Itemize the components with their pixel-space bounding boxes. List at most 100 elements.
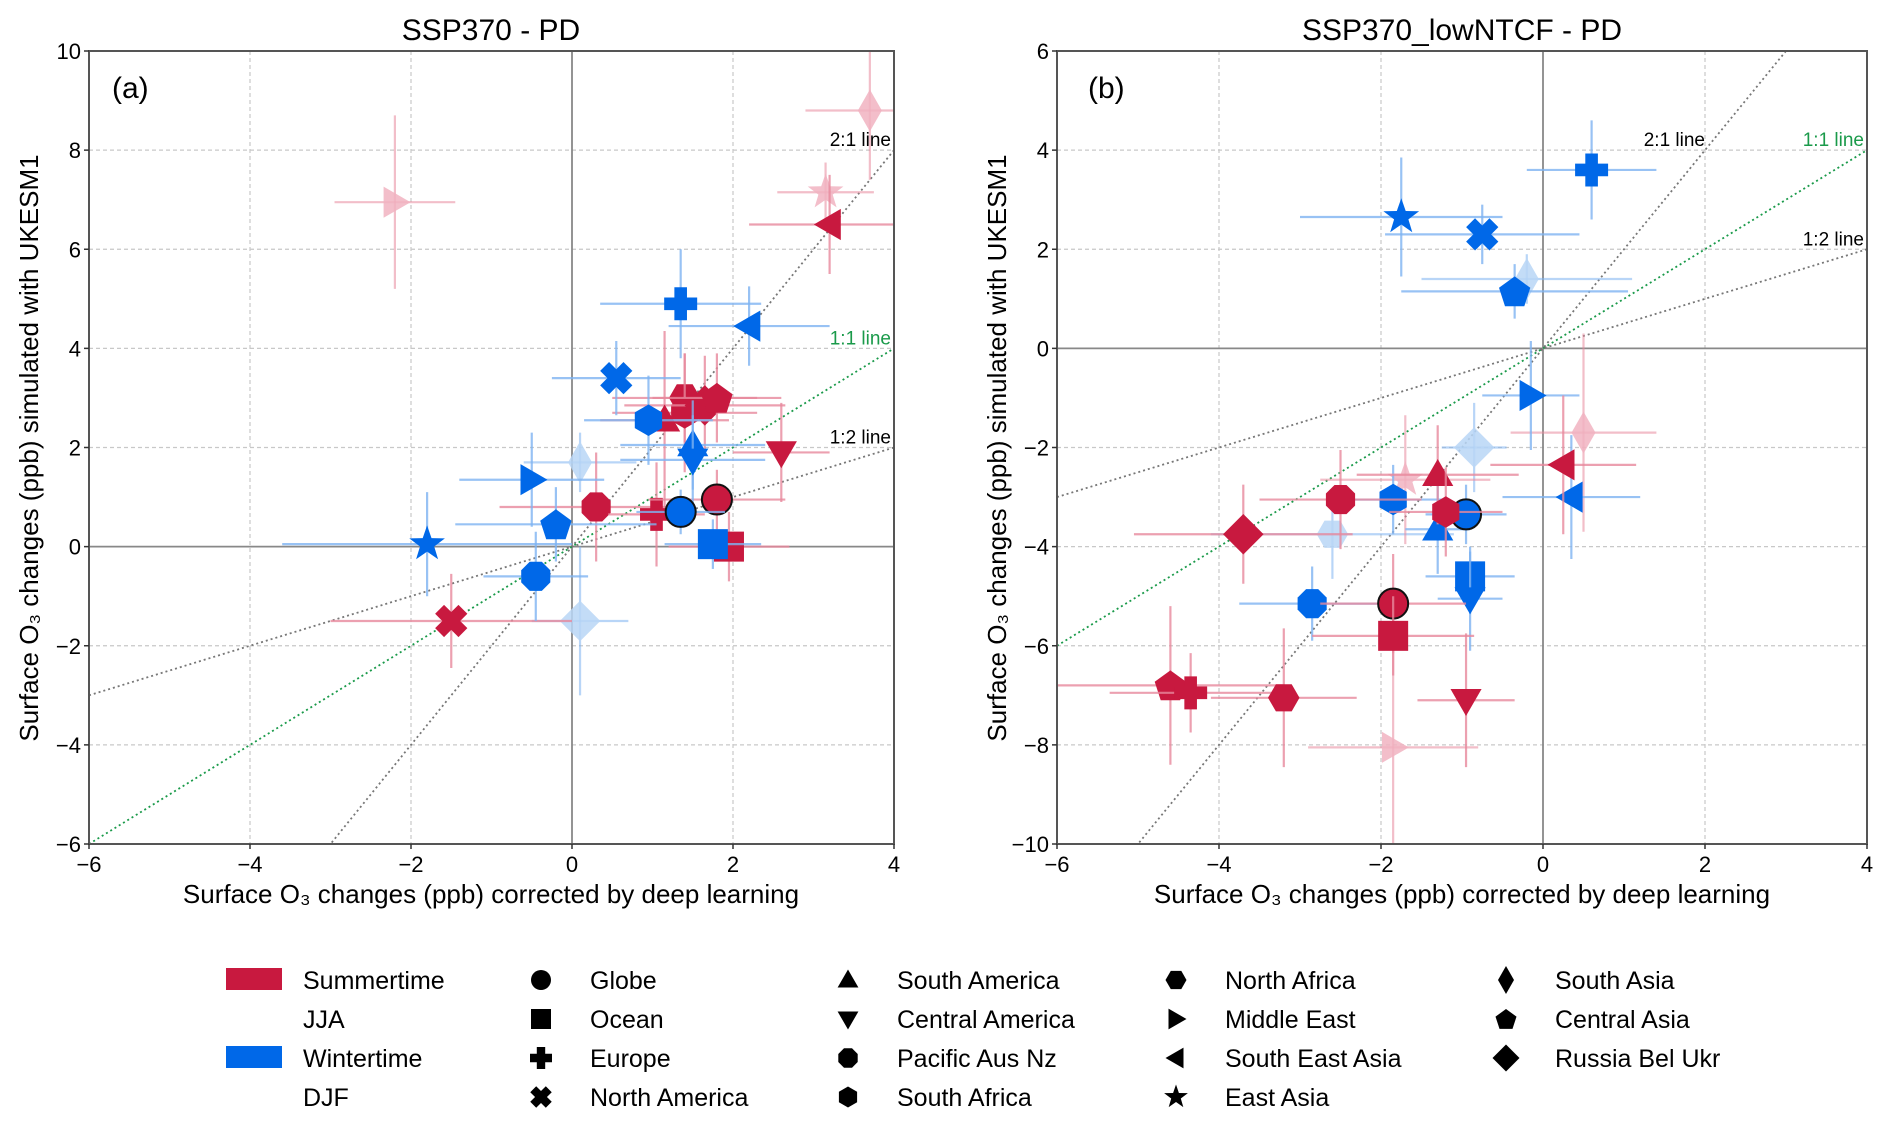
data-point-winter-central-asia [1401,264,1629,319]
legend-item-east-asia: East Asia [1164,1084,1329,1112]
legend-item-pacific-aus-nz: Pacific Aus Nz [838,1045,1057,1073]
data-point-winter-north-america [1385,204,1580,265]
data-point-summer-russia-bel-ukr [1133,484,1353,584]
data-point-summer-south-asia [805,51,894,180]
y-tick-label: 4 [1037,138,1049,163]
reference-label-2-1-line: 2:1 line [1644,130,1705,151]
marker-triangle-down [1454,587,1486,615]
marker-octagon [521,561,551,591]
x-tick-label: 2 [727,852,739,877]
legend-marker-diamond [1492,1044,1520,1072]
panel-b-label: (b) [1088,72,1125,105]
data-point-summer-south-asia [1510,333,1657,532]
x-tick-label: 4 [1861,852,1873,877]
marker-thin-diamond [568,441,593,484]
marker-octagon [1325,485,1356,515]
panel-a-label: (a) [112,72,149,105]
marker-x [435,604,468,638]
data-point-summer-south-east-asia [1490,395,1637,535]
panel-a-xlabel: Surface O₃ changes (ppb) corrected by de… [183,879,799,909]
reference-line-1-2-line [89,446,894,697]
legend-label: Ocean [590,1006,664,1034]
legend-label: South Africa [897,1084,1032,1112]
marker-triangle-down [1450,689,1482,716]
data-point-summer-central-asia [1057,606,1284,765]
legend-item-south-africa: South Africa [838,1084,1032,1112]
legend-item-south-asia: South Asia [1498,966,1675,995]
x-tick-label: −4 [1206,852,1231,877]
marker-diamond [1453,427,1495,468]
reference-line-2-1-line [329,149,894,844]
legend-marker-hexagon-h [1165,970,1187,990]
y-tick-label: 8 [69,138,81,163]
panel-a-reference-lines [89,149,894,844]
data-point-winter-ocean [664,519,762,569]
marker-triangle-right [520,464,548,496]
panel-a-title: SSP370 - PD [402,14,580,47]
y-tick-label: −10 [1012,832,1049,857]
marker-triangle-down [677,448,709,476]
y-tick-label: −2 [1024,436,1049,461]
marker-triangle-up [1422,459,1454,486]
marker-pentagon [701,382,733,413]
y-tick-label: 0 [1037,336,1049,361]
legend-item-central-america: Central America [837,1006,1075,1034]
legend-label: Middle East [1225,1006,1356,1034]
legend-label-wintertime: Wintertime [303,1045,422,1073]
legend-label: North America [590,1084,748,1112]
legend-marker-triangle-left [1165,1047,1184,1069]
legend-item-globe: Globe [531,967,657,995]
reference-line-1-2-line [1057,248,1867,498]
legend-marker-pentagon [1495,1009,1517,1029]
legend-item-europe: Europe [530,1045,671,1073]
legend-marker-triangle-down [837,1011,859,1030]
marker-triangle-left [813,208,841,241]
y-tick-label: −6 [1024,634,1049,659]
marker-triangle-right [1519,379,1547,411]
marker-pentagon [540,509,572,540]
legend-marker-plus [530,1047,552,1069]
panel-b-ylabel: Surface O₃ changes (ppb) simulated with … [982,154,1012,741]
data-point-winter-central-america [620,415,766,505]
data-point-winter-middle-east [459,432,605,527]
panel-a-points [282,51,894,696]
legend-marker-triangle-up [837,969,859,988]
marker-plus [664,287,698,321]
legend-label: Central America [897,1006,1075,1034]
data-point-winter-south-africa [584,375,713,465]
marker-triangle-down [765,441,797,469]
marker-hexagon-v [1432,496,1460,528]
data-point-winter-central-asia [455,487,657,562]
legend-item-ocean: Ocean [531,1006,664,1034]
legend-marker-star [1164,1084,1188,1108]
marker-octagon [1297,589,1327,619]
reference-line-1-1-line [89,347,894,844]
data-point-summer-middle-east [334,115,456,289]
marker-octagon [581,492,611,522]
marker-plus [1174,676,1208,710]
legend-label-summertime: Summertime [303,967,445,995]
y-tick-label: −4 [1024,535,1049,560]
legend-label: Central Asia [1555,1006,1690,1034]
legend-label: Russia Bel Ukr [1555,1045,1720,1073]
panel-b-points [1057,120,1657,844]
legend-marker-hexagon-v [838,1086,858,1108]
legend-label: North Africa [1225,967,1356,995]
y-tick-label: −6 [56,832,81,857]
panel-a-xticks: −6 −4 −2 0 2 4 [76,844,900,877]
panel-b: SSP370_lowNTCF - PD −6 −4 −2 0 2 4 −10−8−6−4−… [982,14,1873,909]
reference-label-1-1-line: 1:1 line [1803,130,1864,151]
legend-label: Pacific Aus Nz [897,1045,1057,1073]
data-point-summer-central-asia [652,353,782,443]
panel-b-xlabel: Surface O₃ changes (ppb) corrected by de… [1154,879,1770,909]
y-tick-label: −2 [56,634,81,659]
data-point-summer-ocean [1312,596,1475,676]
legend-marker-circle [531,970,551,990]
x-tick-label: 0 [1537,852,1549,877]
data-point-summer-south-africa [1389,467,1503,557]
marker-circle [700,483,733,516]
x-tick-label: −4 [237,852,262,877]
marker-x [600,361,633,395]
data-point-summer-middle-east [1308,648,1479,844]
legend-sublabel-djf: DJF [303,1084,349,1112]
